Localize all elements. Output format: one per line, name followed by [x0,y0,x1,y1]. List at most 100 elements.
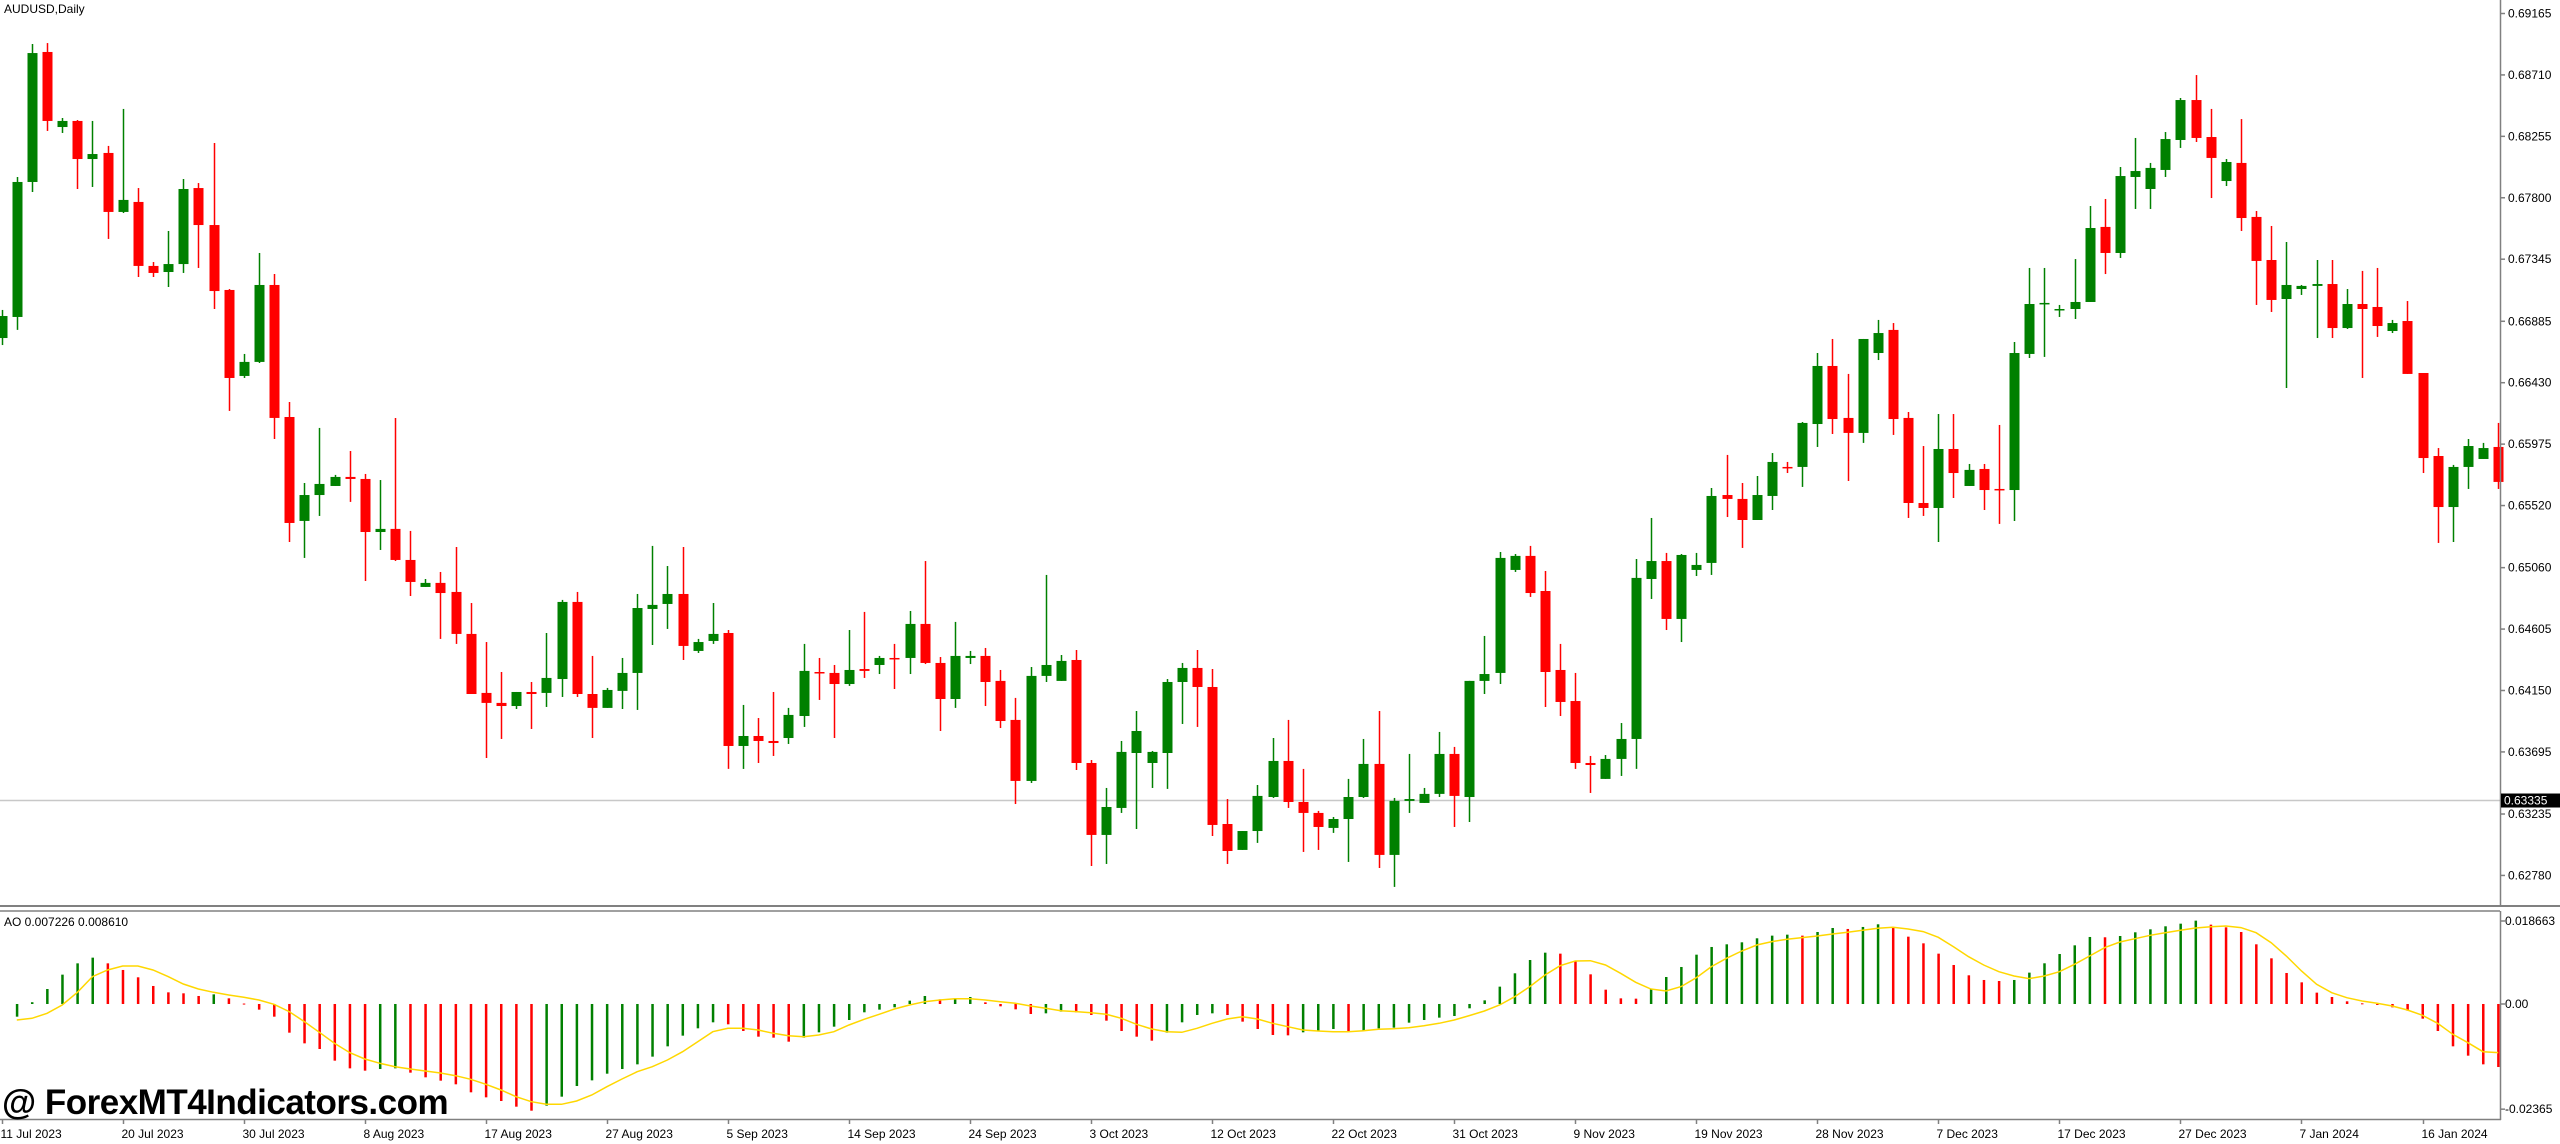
ao-bar [1256,1003,1259,1029]
candle [1147,750,1158,788]
ao-bar [2285,972,2288,1004]
candle [980,647,991,707]
ao-bar [1286,1003,1290,1036]
ao-bar [106,963,110,1004]
candle-body [2024,304,2035,354]
candle-body [1343,797,1354,820]
candle [1676,554,1687,643]
ao-bar [1135,1003,1138,1037]
candle-body [950,655,961,699]
date-tick-label: 27 Dec 2023 [2179,1127,2247,1141]
candle [814,657,825,700]
time-axis[interactable]: 11 Jul 2023 20 Jul 2023 30 Jul 2023 8 Aug 2… [0,1118,2501,1141]
candle [269,274,280,440]
candle-body [466,633,477,695]
ao-bar [545,1003,548,1106]
ao-bar [348,1003,352,1069]
ao-signal-line [16,925,2499,1106]
candle [2327,259,2338,339]
candle-body [2085,228,2096,302]
candle [1525,545,1536,597]
candle [2085,206,2096,302]
ao-bar [1619,998,1623,1004]
ao-bar [681,1003,685,1036]
ao-bar [394,1003,397,1069]
ao-bar [1029,1003,1033,1014]
ao-bar [1680,966,1683,1004]
date-tick-label: 3 Oct 2023 [1090,1127,1149,1141]
candle [1056,654,1067,681]
candle-body [345,476,356,479]
candle-body [708,633,719,641]
candle-body [1056,660,1067,681]
date-tick-label: 31 Oct 2023 [1453,1127,1519,1141]
price-tick-label: 0.69165 [2508,6,2552,20]
ao-bar [2436,1003,2440,1031]
price-tick-label: 0.65060 [2508,561,2552,575]
candle-body [935,662,946,699]
candle-body [1147,751,1158,763]
candle [995,669,1006,729]
candle-body [2493,446,2504,482]
price-tick-labels: 0.69165 0.68710 0.68255 0.67800 0.67345 0.668… [2500,6,2552,882]
ao-tick-label: 0.018663 [2505,914,2555,928]
price-pane[interactable]: AUDUSD,Daily [0,2,2504,887]
candle-body [2402,321,2413,374]
candle [2100,198,2111,275]
candle-body [557,601,568,680]
candle [1631,559,1642,769]
ao-tick-labels: 0.018663 0.00 -0.02365 [2500,914,2555,1116]
candle-body [1525,555,1536,594]
ao-bar [636,1003,639,1065]
candle-body [1646,561,1657,579]
candle [314,427,325,516]
ao-bar [1377,1003,1381,1029]
candle [526,681,537,729]
indicator-label: AO 0.007226 0.008610 [4,915,128,929]
candle [1873,319,1884,361]
candle-body [1374,763,1385,855]
ao-bar [1740,942,1744,1004]
ao-bar [197,995,200,1004]
candle [2191,75,2202,143]
candle [2418,372,2429,474]
candle-body [299,495,310,521]
candle [1585,755,1596,793]
candle-body [693,642,704,651]
candle [905,610,916,675]
candle-body [1948,448,1959,474]
ao-bar [1332,1003,1335,1029]
date-tick-label: 17 Dec 2023 [2058,1127,2126,1141]
candle-body [451,591,462,634]
candle [1994,424,2005,524]
awesome-oscillator-pane[interactable]: AO 0.007226 0.008610 0.018663 0.00 -0.0236… [4,911,2555,1120]
candle [1374,711,1385,869]
candle-body [980,655,991,682]
date-tick-labels: 11 Jul 2023 20 Jul 2023 30 Jul 2023 8 Aug 2… [1,1119,2488,1141]
candle [1827,338,1838,435]
ao-bar [2164,926,2167,1004]
candle-body [632,608,643,673]
candle [678,546,689,660]
ao-bar [2360,1003,2364,1005]
ao-bar [1528,960,1532,1004]
candle [2448,464,2459,543]
candle [753,718,764,763]
candle-body [511,691,522,707]
ao-bar [242,1003,246,1005]
candle [2039,267,2050,357]
candle-body [1737,498,1748,520]
price-axis[interactable]: 0.69165 0.68710 0.68255 0.67800 0.67345 0.668… [2499,0,2560,906]
candle [1419,787,1430,803]
ao-bar [1513,973,1517,1004]
date-tick-label: 12 Oct 2023 [1211,1127,1277,1141]
candle-body [57,120,68,128]
candle [1283,719,1294,808]
candle [2054,304,2065,317]
ao-bar [1816,931,1819,1004]
pane-separator[interactable] [0,905,2560,912]
ao-histogram [15,920,2500,1111]
ao-bar [1347,1003,1350,1032]
